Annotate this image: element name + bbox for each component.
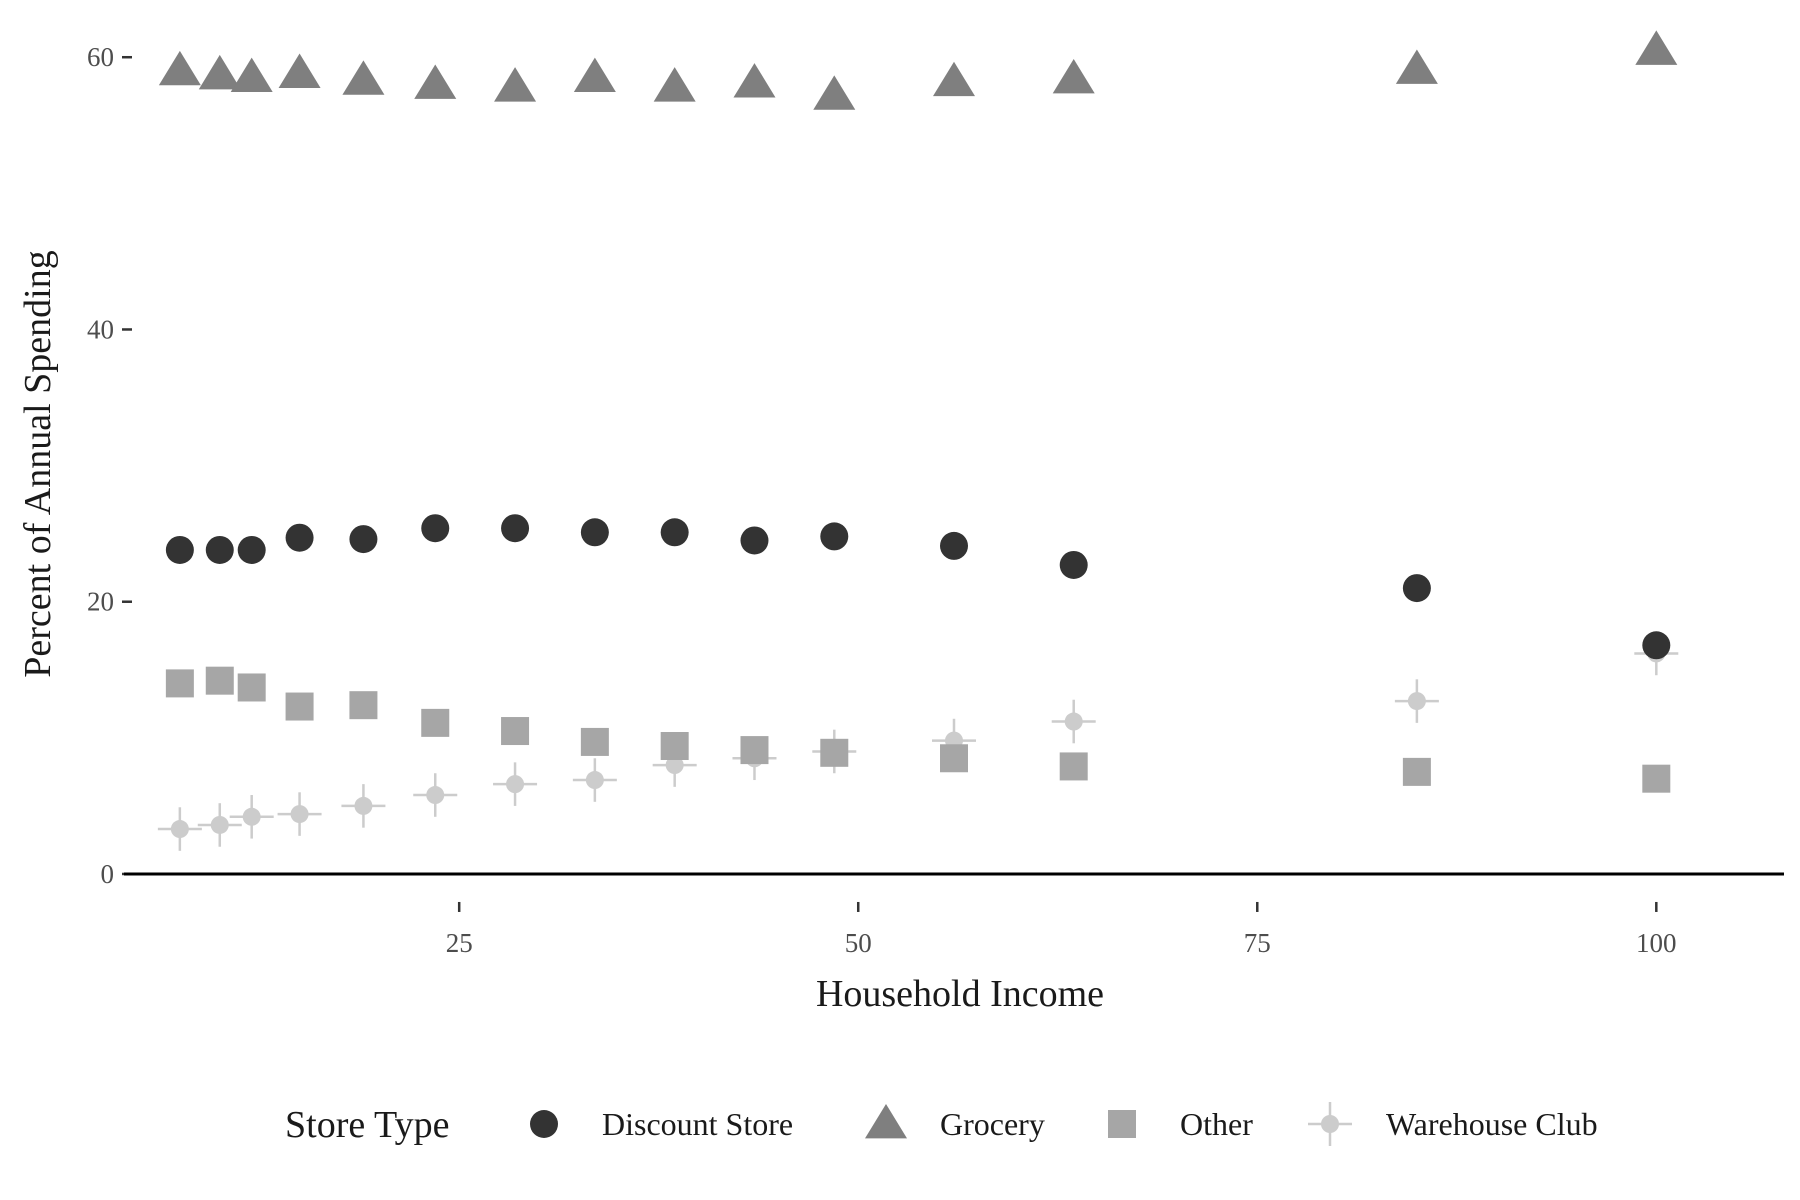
y-tick-label: 0 [101, 859, 115, 889]
data-point [580, 727, 609, 756]
legend-item-other: Other [1108, 1106, 1253, 1142]
data-point [197, 803, 242, 847]
data-point [940, 744, 968, 773]
x-tick-label: 75 [1244, 928, 1271, 958]
data-point [660, 518, 689, 547]
data-point [733, 63, 776, 98]
point-marker [242, 807, 261, 826]
data-point [413, 773, 458, 817]
legend-item-discount-store: Discount Store [530, 1106, 793, 1142]
data-point [1052, 59, 1095, 94]
data-point [342, 60, 385, 95]
data-point [1394, 679, 1439, 723]
data-point [205, 535, 234, 564]
data-point [1059, 752, 1088, 781]
data-point [501, 717, 530, 746]
x-axis: 25 50 75 100 [446, 901, 1677, 958]
point-marker [506, 775, 525, 794]
y-tick-label: 60 [87, 42, 114, 72]
point-marker [290, 805, 309, 824]
point-marker [210, 815, 229, 834]
legend-key [1308, 1102, 1352, 1146]
data-point [940, 531, 968, 560]
data-point [501, 514, 530, 543]
y-axis-title: Percent of Annual Spending [17, 250, 59, 677]
data-point [157, 807, 202, 851]
x-axis-title: Household Income [816, 973, 1104, 1015]
data-point [349, 691, 378, 720]
legend-item-grocery: Grocery [865, 1104, 1045, 1142]
data-point [740, 526, 769, 555]
legend-label: Grocery [940, 1106, 1045, 1142]
data-point [421, 708, 450, 737]
data-point [421, 514, 450, 543]
point-marker [585, 771, 604, 790]
x-tick-label: 50 [845, 928, 872, 958]
marker-dot [1321, 1115, 1339, 1133]
data-point [820, 522, 849, 551]
data-point [580, 518, 609, 547]
legend-key [865, 1104, 907, 1139]
data-point [572, 758, 617, 802]
series-discount-store [165, 514, 1671, 660]
data-point [740, 736, 769, 765]
data-point [278, 53, 321, 88]
y-tick-label: 20 [87, 587, 114, 617]
data-point [1402, 574, 1431, 603]
data-point [285, 692, 314, 721]
data-point [341, 784, 386, 828]
legend-item-warehouse-club: Warehouse Club [1308, 1102, 1598, 1146]
legend-label: Other [1180, 1106, 1253, 1142]
data-point [414, 64, 457, 99]
legend: Store Type Discount Store Grocery Other War… [285, 1102, 1598, 1146]
data-point [205, 666, 234, 695]
plot-area [157, 30, 1679, 851]
data-point [1642, 764, 1671, 793]
series-warehouse-club [157, 631, 1679, 851]
data-point [660, 732, 689, 761]
data-point [349, 525, 378, 554]
data-point [285, 523, 314, 552]
data-point [820, 738, 849, 767]
data-point [653, 67, 696, 102]
data-point [230, 57, 273, 93]
data-point [1642, 631, 1671, 660]
series-grocery [158, 30, 1678, 110]
data-point [198, 54, 241, 90]
data-point [494, 67, 537, 102]
data-point [1051, 699, 1096, 744]
data-point [158, 50, 201, 86]
point-marker [354, 796, 373, 815]
legend-title: Store Type [285, 1104, 449, 1146]
data-point [493, 762, 538, 806]
data-point [1395, 49, 1438, 84]
data-point [1059, 550, 1088, 579]
x-tick-label: 25 [446, 928, 473, 958]
data-point [237, 535, 266, 564]
series-other [165, 666, 1671, 793]
data-point [277, 792, 322, 836]
data-point [1635, 30, 1678, 65]
legend-label: Discount Store [602, 1106, 793, 1142]
point-marker [1064, 712, 1083, 731]
data-point [573, 57, 616, 93]
data-point [813, 75, 856, 110]
legend-label: Warehouse Club [1386, 1106, 1598, 1142]
point-marker [1407, 692, 1426, 711]
data-point [237, 673, 266, 702]
x-tick-label: 100 [1636, 928, 1677, 958]
point-marker [665, 756, 684, 775]
y-tick-label: 40 [87, 314, 114, 344]
point-marker [426, 786, 445, 805]
legend-key [1108, 1110, 1136, 1138]
data-point [933, 61, 975, 97]
data-point [165, 535, 194, 564]
point-marker [170, 820, 189, 839]
y-axis: 0 20 40 60 [87, 42, 132, 889]
data-point [229, 795, 274, 839]
data-point [1402, 757, 1431, 786]
data-point [165, 669, 194, 698]
legend-key [530, 1110, 558, 1138]
